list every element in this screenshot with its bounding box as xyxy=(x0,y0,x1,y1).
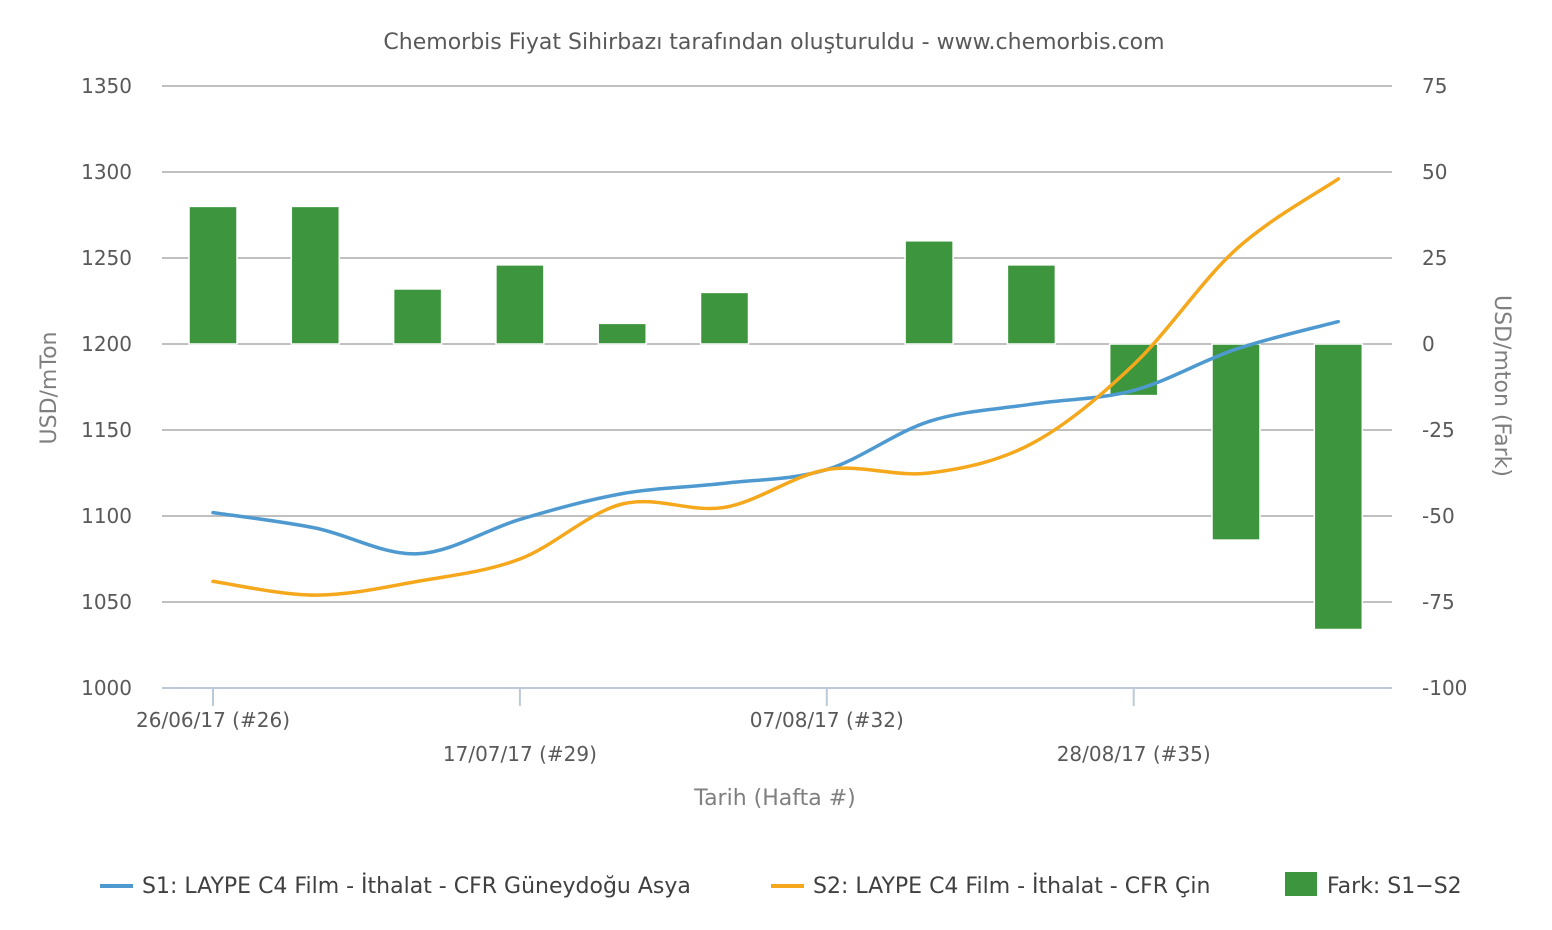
y2-tick-label: 0 xyxy=(1422,332,1435,356)
y-tick-label: 1100 xyxy=(81,504,132,528)
legend: S1: LAYPE C4 Film - İthalat - CFR Güneyd… xyxy=(100,872,1462,899)
bar xyxy=(1313,343,1364,631)
bar xyxy=(1211,343,1261,541)
legend-swatch xyxy=(1285,872,1317,896)
y-tick-label: 1150 xyxy=(81,418,132,442)
y-tick-label: 1200 xyxy=(81,332,132,356)
bar xyxy=(495,264,545,345)
bar-series xyxy=(188,205,1364,631)
x-tick-label: 17/07/17 (#29) xyxy=(443,742,597,766)
bar xyxy=(1006,264,1057,345)
legend-label: S1: LAYPE C4 Film - İthalat - CFR Güneyd… xyxy=(142,873,691,899)
bar xyxy=(904,240,954,345)
y-tick-label: 1000 xyxy=(81,676,132,700)
bar xyxy=(699,291,750,345)
gridlines xyxy=(162,85,1392,689)
series-line xyxy=(211,319,1341,556)
left-axis-ticks: 1000 1050 1100 1150 1200 1250 1300 1350 xyxy=(81,74,132,700)
x-tick-label: 26/06/17 (#26) xyxy=(136,708,290,732)
x-tick-label: 07/08/17 (#32) xyxy=(750,708,904,732)
bar xyxy=(290,205,341,345)
y-axis-label: USD/mTon xyxy=(37,332,62,445)
bar xyxy=(188,205,238,345)
line-series xyxy=(211,177,1341,597)
legend-label: S2: LAYPE C4 Film - İthalat - CFR Çin xyxy=(813,873,1210,899)
x-axis-ticks: 26/06/17 (#26) 17/07/17 (#29) 07/08/17 (#3… xyxy=(136,688,1211,766)
y-tick-label: 1350 xyxy=(81,74,132,98)
series-line xyxy=(211,177,1341,597)
y2-tick-label: 25 xyxy=(1422,246,1447,270)
x-axis-label: Tarih (Hafta #) xyxy=(693,786,855,811)
chart-title: Chemorbis Fiyat Sihirbazı tarafından olu… xyxy=(383,30,1164,55)
y2-tick-label: -100 xyxy=(1422,676,1467,700)
y2-tick-label: -25 xyxy=(1422,418,1455,442)
y-tick-label: 1250 xyxy=(81,246,132,270)
x-tick-label: 28/08/17 (#35) xyxy=(1057,742,1211,766)
bar xyxy=(597,322,647,345)
right-axis-ticks: -100 -75 -50 -25 0 25 50 75 xyxy=(1422,74,1467,700)
y2-tick-label: 75 xyxy=(1422,74,1447,98)
y2-axis-label: USD/mton (Fark) xyxy=(1489,295,1514,477)
y-tick-label: 1050 xyxy=(81,590,132,614)
y2-tick-label: -50 xyxy=(1422,504,1455,528)
y2-tick-label: -75 xyxy=(1422,590,1455,614)
y-tick-label: 1300 xyxy=(81,160,132,184)
y2-tick-label: 50 xyxy=(1422,160,1447,184)
legend-label: Fark: S1−S2 xyxy=(1327,874,1462,899)
bar xyxy=(1108,343,1159,397)
bar xyxy=(392,288,443,345)
